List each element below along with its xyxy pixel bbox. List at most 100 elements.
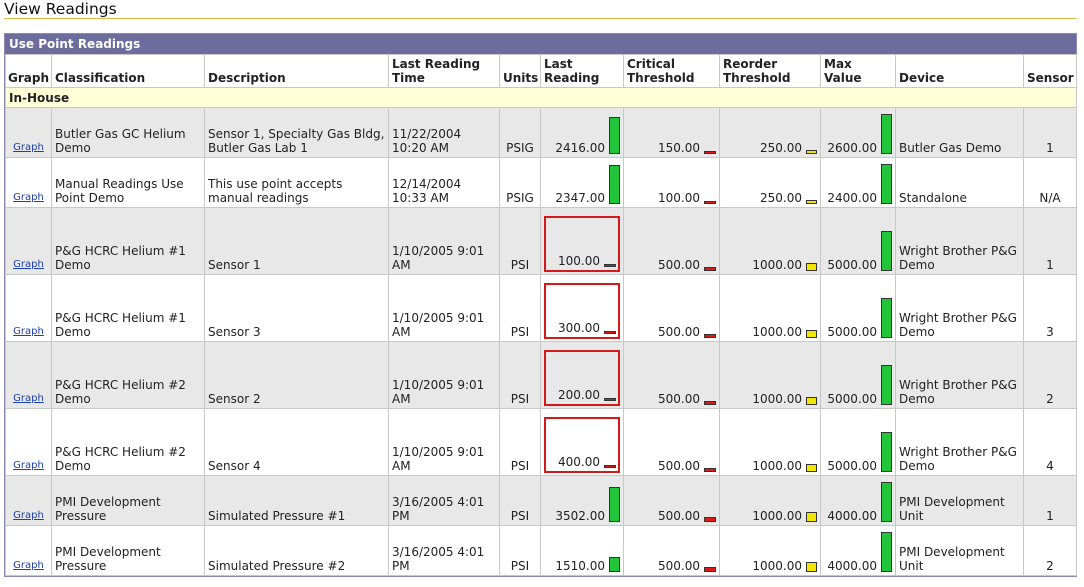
- value: 5000.00: [827, 392, 877, 406]
- graph-link[interactable]: Graph: [13, 460, 44, 471]
- cell-text: 12/14/2004 10:33 AM: [392, 177, 462, 205]
- graph-link[interactable]: Graph: [13, 259, 44, 270]
- graph-link[interactable]: Graph: [13, 142, 44, 153]
- value-cell: 2416.00: [544, 116, 620, 155]
- cell-text: Butler Gas Demo: [899, 141, 1002, 155]
- cell: 3/16/2005 4:01 PM: [388, 475, 500, 526]
- value: 500.00: [658, 509, 700, 523]
- value-cell: 1000.00: [723, 325, 817, 339]
- column-header: Device: [895, 54, 1024, 88]
- value: 1000.00: [752, 559, 802, 573]
- level-bar: [881, 164, 892, 204]
- graph-link[interactable]: Graph: [13, 560, 44, 571]
- cell: Graph: [5, 157, 52, 208]
- level-bar: [881, 482, 892, 522]
- cell-text: Sensor 1: [208, 258, 261, 272]
- column-header: Units: [499, 54, 541, 88]
- cell-text: 1: [1046, 258, 1054, 272]
- reading-row: Graph PMI Development Pressure Simulated P…: [5, 475, 1077, 526]
- cell-text: Wright Brother P&G Demo: [899, 378, 1017, 406]
- graph-link[interactable]: Graph: [13, 192, 44, 203]
- cell: Graph: [5, 274, 52, 342]
- value-cell: 4000.00: [824, 532, 892, 573]
- level-bar: [806, 150, 817, 154]
- value-cell: 2347.00: [544, 164, 620, 205]
- cell: 5000.00: [820, 341, 896, 409]
- column-header: Graph: [5, 54, 52, 88]
- cell-text: P&G HCRC Helium #2 Demo: [55, 445, 186, 473]
- cell-text: Simulated Pressure #1: [208, 509, 346, 523]
- cell: 2347.00: [540, 157, 624, 208]
- level-bar: [806, 263, 817, 271]
- graph-link[interactable]: Graph: [13, 326, 44, 337]
- cell: N/A: [1023, 157, 1077, 208]
- value-cell: 500.00: [627, 459, 716, 473]
- cell: 400.00: [540, 408, 624, 476]
- level-bar: [704, 401, 716, 405]
- value-cell: 150.00: [627, 141, 716, 155]
- value: 100.00: [558, 254, 600, 268]
- value-cell: 2400.00: [824, 164, 892, 205]
- graph-link[interactable]: Graph: [13, 510, 44, 521]
- level-bar: [806, 464, 817, 472]
- cell: 250.00: [719, 107, 821, 158]
- cell: PMI Development Unit: [895, 525, 1024, 576]
- value: 400.00: [558, 455, 600, 469]
- value: 4000.00: [827, 509, 877, 523]
- value: 100.00: [658, 191, 700, 205]
- cell: Butler Gas GC Helium Demo: [51, 107, 205, 158]
- value-cell: 1000.00: [723, 459, 817, 473]
- cell-text: N/A: [1039, 191, 1061, 205]
- level-bar: [704, 334, 716, 338]
- reading-row: Graph P&G HCRC Helium #1 Demo Sensor 3 1/10…: [5, 274, 1077, 342]
- reading-row: Graph Manual Readings Use Point Demo This …: [5, 157, 1077, 208]
- group-row: In-House: [5, 87, 1077, 108]
- reading-row: Graph P&G HCRC Helium #2 Demo Sensor 2 1/10…: [5, 341, 1077, 409]
- graph-link[interactable]: Graph: [13, 393, 44, 404]
- cell-text: P&G HCRC Helium #1 Demo: [55, 311, 186, 339]
- value-cell: 250.00: [723, 141, 817, 155]
- title-rule: [4, 18, 1077, 19]
- value: 1000.00: [752, 459, 802, 473]
- cell-text: PSI: [510, 509, 530, 523]
- reading-row: Graph PMI Development Pressure Simulated P…: [5, 525, 1077, 576]
- value-cell: 500.00: [627, 559, 716, 573]
- cell: 2416.00: [540, 107, 624, 158]
- header-row: Graph Classification Description Last Readi…: [5, 54, 1077, 88]
- page-title: View Readings: [4, 0, 117, 18]
- level-bar: [704, 468, 716, 472]
- column-header: Sensor: [1023, 54, 1077, 88]
- level-bar: [704, 517, 716, 522]
- cell: P&G HCRC Helium #1 Demo: [51, 274, 205, 342]
- cell-text: Wright Brother P&G Demo: [899, 311, 1017, 339]
- value-cell: 500.00: [627, 392, 716, 406]
- cell-text: 3: [1046, 325, 1054, 339]
- value: 250.00: [760, 191, 802, 205]
- cell: 3: [1023, 274, 1077, 342]
- cell: 12/14/2004 10:33 AM: [388, 157, 500, 208]
- reading-row: Graph P&G HCRC Helium #2 Demo Sensor 4 1/10…: [5, 408, 1077, 476]
- cell: 1000.00: [719, 274, 821, 342]
- cell-text: P&G HCRC Helium #2 Demo: [55, 378, 186, 406]
- level-bar: [609, 116, 620, 154]
- cell: Graph: [5, 525, 52, 576]
- cell: 5000.00: [820, 274, 896, 342]
- column-header: Classification: [51, 54, 205, 88]
- value: 150.00: [658, 141, 700, 155]
- cell: 1000.00: [719, 207, 821, 275]
- value-cell: 2600.00: [824, 114, 892, 155]
- value: 500.00: [658, 459, 700, 473]
- level-bar: [881, 365, 892, 405]
- level-bar: [806, 199, 817, 204]
- level-bar: [609, 164, 620, 204]
- value: 1000.00: [752, 392, 802, 406]
- cell-text: 2: [1046, 392, 1054, 406]
- cell: 500.00: [623, 274, 720, 342]
- cell-text: Butler Gas GC Helium Demo: [55, 127, 186, 155]
- cell: P&G HCRC Helium #2 Demo: [51, 341, 205, 409]
- cell: Sensor 1: [204, 207, 389, 275]
- value: 200.00: [558, 388, 600, 402]
- reading-row: Graph Butler Gas GC Helium Demo Sensor 1, …: [5, 107, 1077, 158]
- cell-text: This use point accepts manual readings: [208, 177, 343, 205]
- cell: 1000.00: [719, 408, 821, 476]
